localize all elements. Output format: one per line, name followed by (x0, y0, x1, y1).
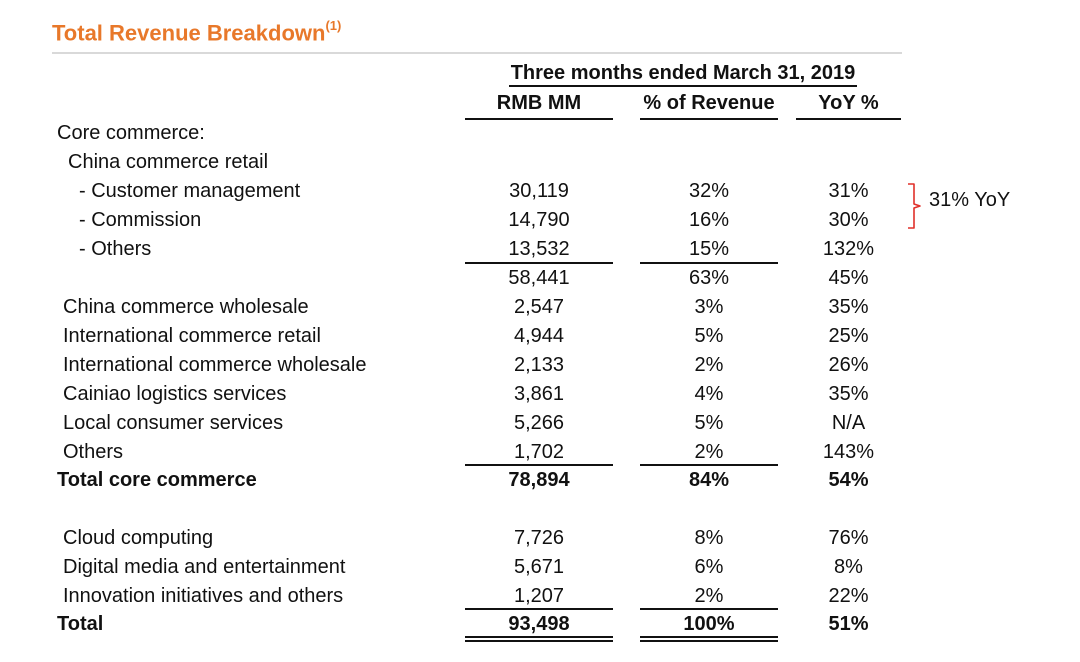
total-core-rule-rmb (465, 464, 613, 466)
cell-yoy: 31% (828, 180, 869, 202)
cell-rmb: 13,532 (508, 238, 570, 260)
table-row-local-consumer: Local consumer services 5,266 5% N/A (0, 409, 1080, 438)
subtotal-rule-rmb (465, 262, 613, 264)
cell-rmb: 5,671 (513, 556, 565, 578)
table-row-customer-management: - Customer management 30,119 32% 31% (0, 177, 1080, 206)
row-label: Cloud computing (63, 527, 214, 549)
cell-percent-revenue: 2% (694, 354, 724, 376)
row-label: - Others (79, 238, 152, 260)
row-label: - Commission (79, 209, 202, 231)
table-row-retail-subtotal: 58,441 63% 45% (0, 264, 1080, 293)
cell-percent-revenue: 84% (688, 469, 730, 491)
row-label: Digital media and entertainment (63, 556, 346, 578)
row-label: - Customer management (79, 180, 301, 202)
cell-yoy: 8% (834, 556, 863, 578)
table-row-china-wholesale: China commerce wholesale 2,547 3% 35% (0, 293, 1080, 322)
cell-yoy: 35% (828, 383, 869, 405)
cell-rmb: 78,894 (508, 469, 570, 491)
row-label: Innovation initiatives and others (63, 585, 344, 607)
total-rule-rmb (465, 608, 613, 610)
cell-rmb: 3,861 (513, 383, 565, 405)
column-header-percent-revenue: % of Revenue (640, 92, 778, 120)
cell-yoy: 45% (828, 267, 869, 289)
table-row-international-retail: International commerce retail 4,944 5% 2… (0, 322, 1080, 351)
page-title: Total Revenue Breakdown(1) (52, 18, 342, 46)
cell-rmb: 4,944 (513, 325, 565, 347)
row-label: International commerce wholesale (63, 354, 367, 376)
period-header: Three months ended March 31, 2019 (467, 62, 899, 87)
cell-yoy: 22% (828, 585, 869, 607)
row-label: China commerce wholesale (63, 296, 309, 318)
cell-yoy: N/A (831, 412, 866, 434)
table-row-core-commerce-heading: Core commerce: (0, 119, 1080, 148)
table-row-total: Total 93,498 100% 51% (0, 610, 1080, 639)
subtotal-rule-percent (640, 262, 778, 264)
total-double-rule-rmb (465, 636, 613, 642)
cell-rmb: 93,498 (508, 613, 570, 635)
title-text: Total Revenue Breakdown (52, 20, 326, 46)
row-label: Total (57, 613, 104, 635)
cell-yoy: 30% (828, 209, 869, 231)
row-label: Others (63, 441, 124, 463)
cell-percent-revenue: 4% (694, 383, 724, 405)
title-divider (52, 52, 902, 54)
table-row-core-others: Others 1,702 2% 143% (0, 438, 1080, 467)
cell-percent-revenue: 100% (683, 613, 735, 635)
table-row-retail-others: - Others 13,532 15% 132% (0, 235, 1080, 264)
cell-rmb: 5,266 (513, 412, 565, 434)
table-row-digital-media: Digital media and entertainment 5,671 6%… (0, 553, 1080, 582)
cell-percent-revenue: 5% (694, 412, 724, 434)
bracket-annotation-label: 31% YoY (929, 189, 1011, 211)
cell-rmb: 7,726 (513, 527, 565, 549)
cell-percent-revenue: 8% (694, 527, 724, 549)
table-row-cloud-computing: Cloud computing 7,726 8% 76% (0, 524, 1080, 553)
row-label: Total core commerce (57, 469, 257, 491)
bracket-annotation-icon (908, 183, 921, 229)
cell-percent-revenue: 63% (688, 267, 730, 289)
row-label: Local consumer services (63, 412, 284, 434)
cell-percent-revenue: 16% (688, 209, 730, 231)
cell-percent-revenue: 6% (694, 556, 724, 578)
table-row-commission: - Commission 14,790 16% 30% (0, 206, 1080, 235)
period-header-text: Three months ended March 31, 2019 (508, 62, 858, 87)
cell-percent-revenue: 32% (688, 180, 730, 202)
column-header-yoy: YoY % (796, 92, 901, 120)
cell-yoy: 51% (828, 613, 869, 635)
title-footnote: (1) (325, 18, 342, 33)
cell-rmb: 1,702 (513, 441, 565, 463)
cell-yoy: 143% (822, 441, 875, 463)
cell-percent-revenue: 3% (694, 296, 724, 318)
table-row-international-wholesale: International commerce wholesale 2,133 2… (0, 351, 1080, 380)
cell-rmb: 2,547 (513, 296, 565, 318)
cell-percent-revenue: 2% (694, 441, 724, 463)
cell-percent-revenue: 15% (688, 238, 730, 260)
cell-rmb: 2,133 (513, 354, 565, 376)
row-label: China commerce retail (68, 151, 269, 173)
total-core-rule-percent (640, 464, 778, 466)
cell-yoy: 54% (828, 469, 869, 491)
cell-yoy: 35% (828, 296, 869, 318)
total-rule-percent (640, 608, 778, 610)
cell-yoy: 76% (828, 527, 869, 549)
table-row-cainiao: Cainiao logistics services 3,861 4% 35% (0, 380, 1080, 409)
cell-rmb: 14,790 (508, 209, 570, 231)
total-double-rule-percent (640, 636, 778, 642)
cell-percent-revenue: 5% (694, 325, 724, 347)
cell-rmb: 1,207 (513, 585, 565, 607)
table-row-china-retail-heading: China commerce retail (0, 148, 1080, 177)
row-label: Core commerce: (57, 122, 205, 144)
cell-rmb: 58,441 (508, 267, 570, 289)
table-row-total-core-commerce: Total core commerce 78,894 84% 54% (0, 466, 1080, 495)
row-label: International commerce retail (63, 325, 321, 347)
cell-percent-revenue: 2% (694, 585, 724, 607)
cell-rmb: 30,119 (509, 180, 569, 202)
row-label: Cainiao logistics services (63, 383, 287, 405)
cell-yoy: 132% (822, 238, 875, 260)
column-header-rmb: RMB MM (465, 92, 613, 120)
cell-yoy: 26% (828, 354, 869, 376)
table-row-innovation: Innovation initiatives and others 1,207 … (0, 582, 1080, 611)
cell-yoy: 25% (828, 325, 869, 347)
